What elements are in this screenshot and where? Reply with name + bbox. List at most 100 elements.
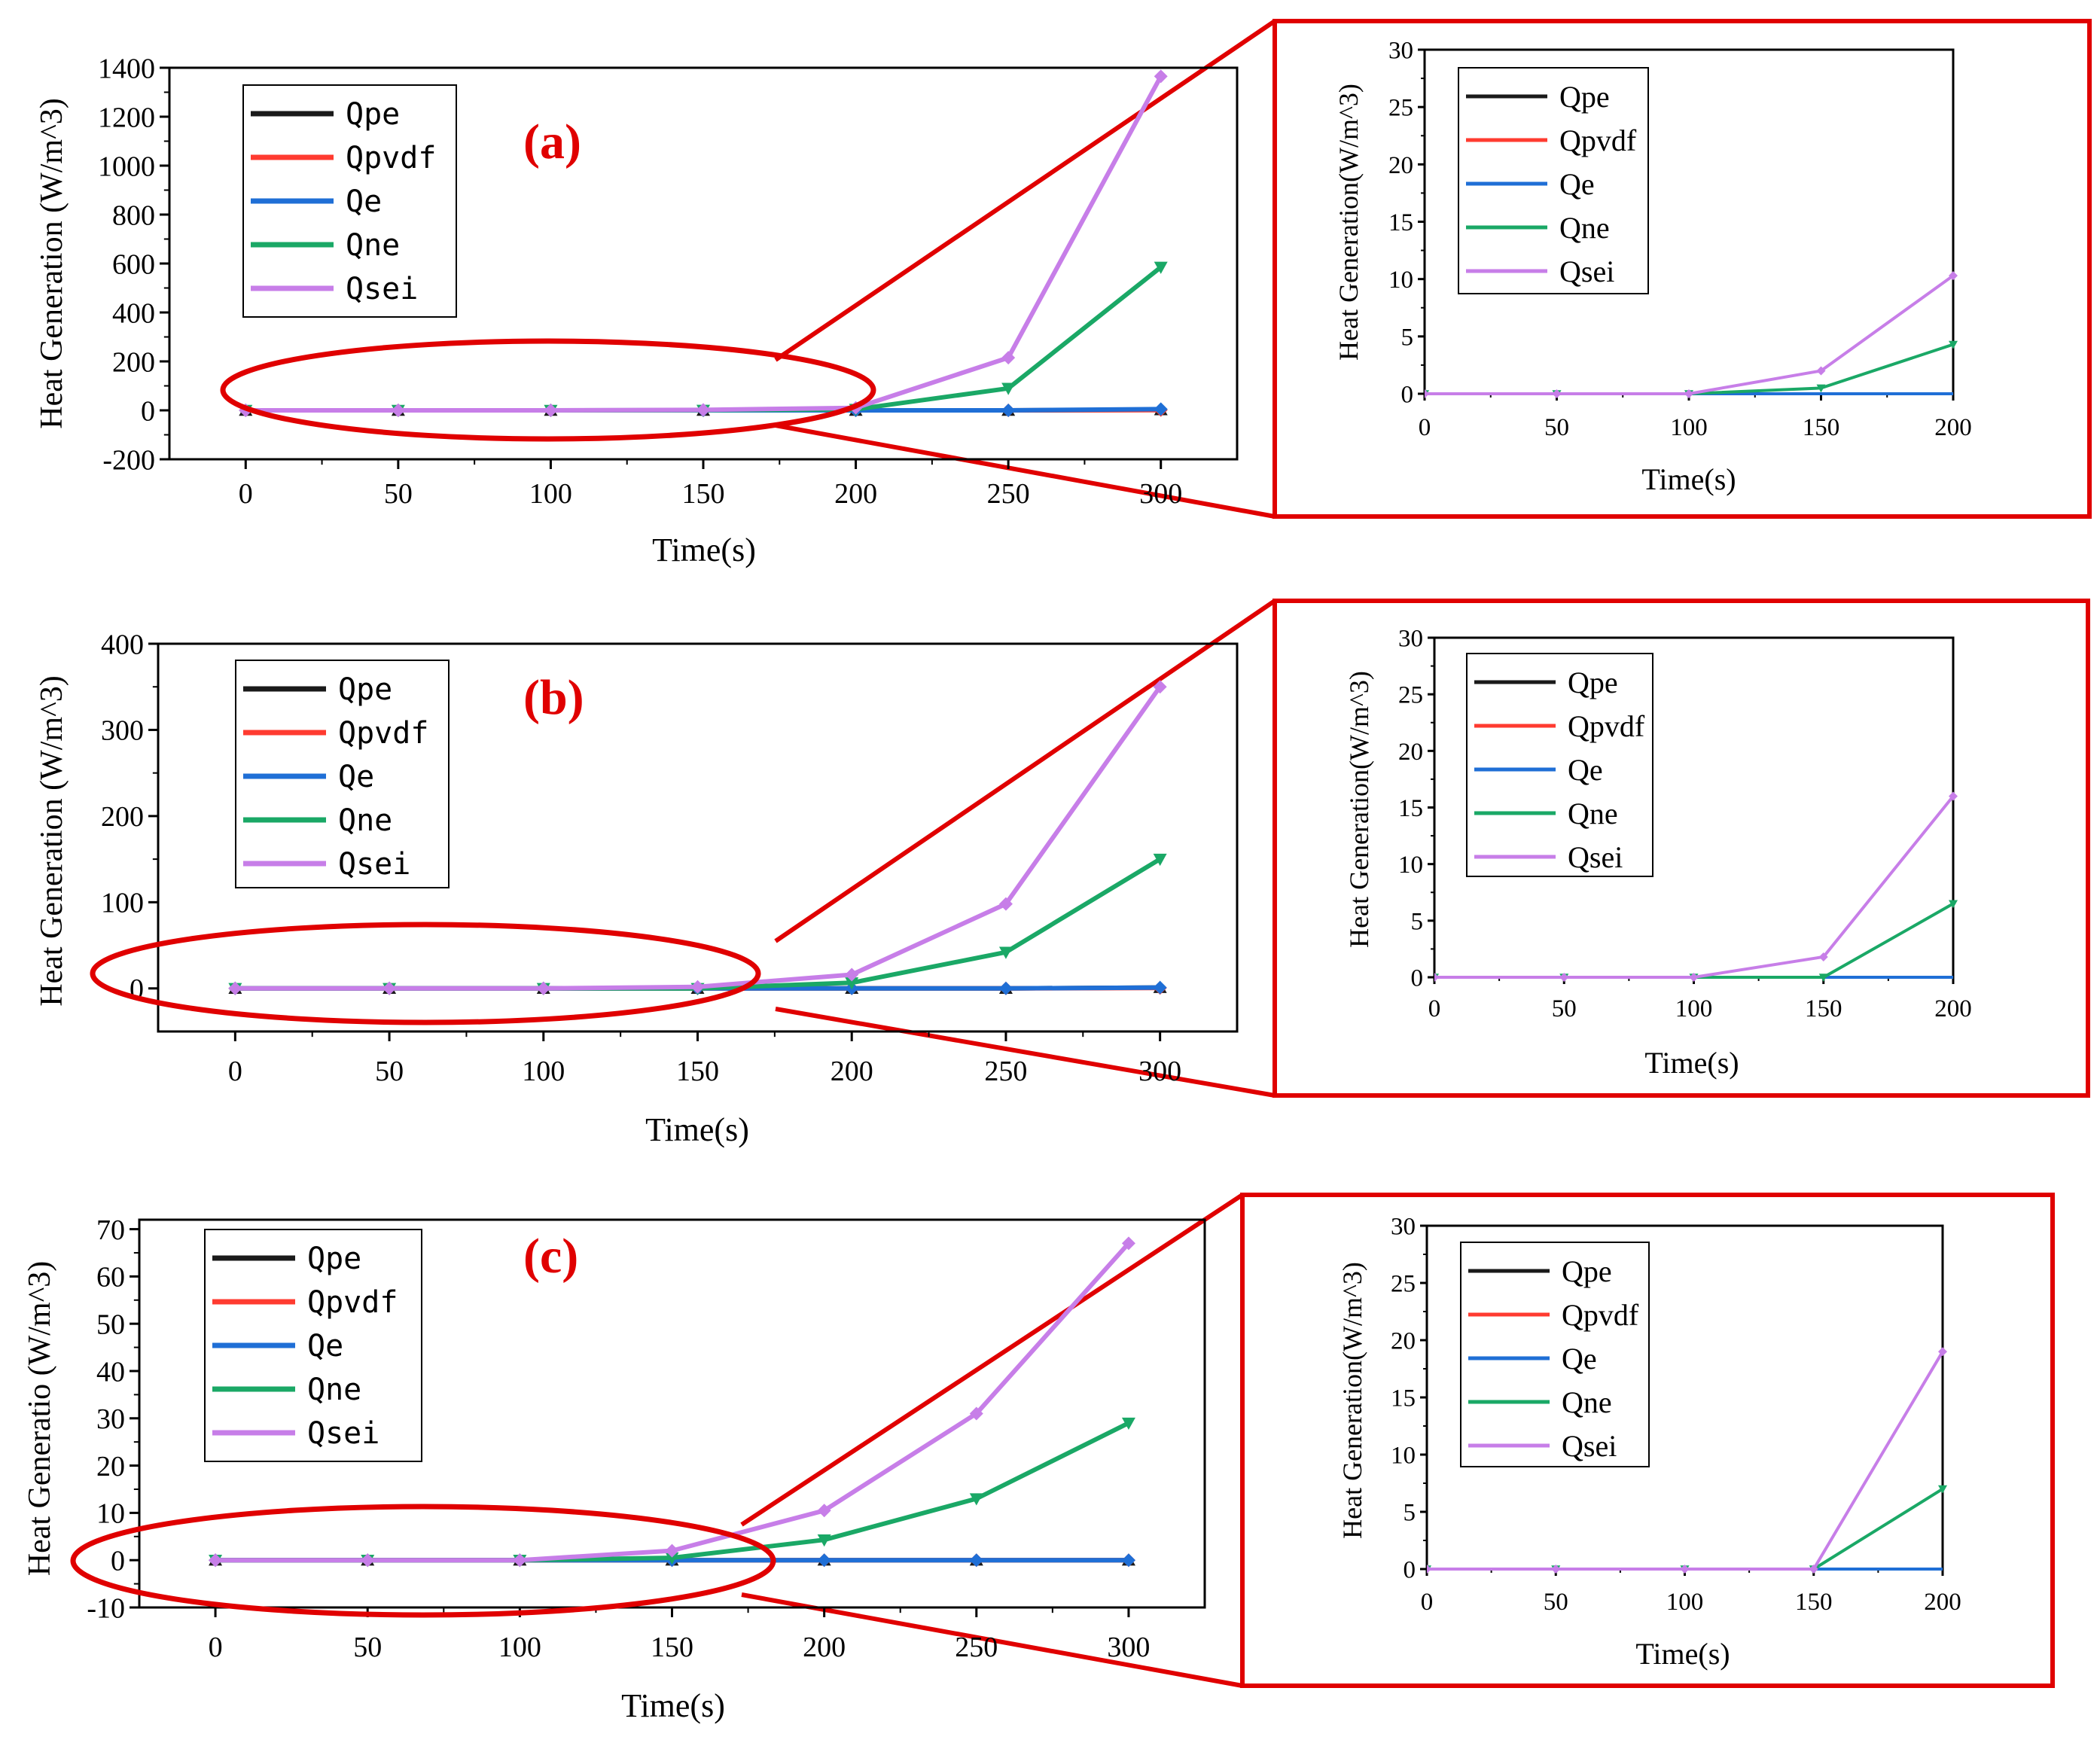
x-tick-label: 200 bbox=[834, 478, 877, 510]
x-tick-label: 300 bbox=[1107, 1632, 1150, 1663]
data-point-qsei bbox=[1001, 351, 1016, 365]
y-tick-label: 200 bbox=[112, 346, 155, 378]
legend-label-qsei: Qsei bbox=[346, 272, 418, 306]
x-tick-label: 0 bbox=[228, 1056, 242, 1087]
x-tick-label: 50 bbox=[1544, 1589, 1568, 1616]
data-point-qne bbox=[1154, 261, 1168, 274]
legend-label-qpe: Qpe bbox=[346, 97, 400, 132]
legend: Qpe Qpvdf Qe Qne Qsei bbox=[1466, 653, 1653, 877]
y-tick-label: 400 bbox=[101, 629, 144, 660]
legend-label-qpvdf: Qpvdf bbox=[1559, 123, 1637, 157]
zoom-ellipse-2 bbox=[70, 1504, 776, 1618]
x-tick-label: 150 bbox=[1805, 995, 1842, 1022]
legend-label-qpvdf: Qpvdf bbox=[346, 141, 436, 175]
y-tick-label: -10 bbox=[87, 1592, 125, 1624]
legend-label-qe: Qe bbox=[307, 1329, 343, 1364]
data-point-qsei bbox=[696, 403, 710, 417]
series-line-qne bbox=[1427, 1487, 1944, 1571]
y-axis-title: Heat Generation(W/m^3) bbox=[1333, 84, 1364, 361]
chart-a-main: -200 0 200 400 600 800 1000 1200 1400 0 50 100 150 20… bbox=[35, 53, 1239, 568]
data-point-qsei bbox=[1551, 1565, 1561, 1574]
x-tick-label: 50 bbox=[1552, 995, 1577, 1022]
series-line-qne bbox=[1434, 902, 1954, 979]
data-point-qsei bbox=[690, 980, 705, 994]
x-tick-label: 50 bbox=[353, 1632, 382, 1663]
y-tick-label: 0 bbox=[1401, 382, 1414, 409]
series-layer bbox=[228, 680, 1167, 995]
data-point-qsei bbox=[391, 404, 405, 417]
zoom-highlight-1 bbox=[774, 599, 2090, 1098]
panel-label: (b) bbox=[523, 670, 584, 725]
zoom-connector-line bbox=[775, 423, 1276, 519]
data-point-qsei bbox=[1552, 389, 1562, 398]
chart-b-inset: 0 5 10 15 20 25 30 0 50 100 150 200 Time(s) Heat Gene… bbox=[1344, 626, 1972, 1080]
y-axis-title: Heat Generatio (W/m^3) bbox=[23, 1261, 57, 1577]
y-tick-label: 60 bbox=[96, 1262, 125, 1293]
data-point-qe bbox=[1153, 980, 1167, 995]
y-tick-label: 5 bbox=[1411, 908, 1424, 935]
data-point-qe bbox=[1121, 1553, 1135, 1568]
panel-label: (a) bbox=[523, 114, 581, 169]
y-tick-label: 70 bbox=[96, 1214, 125, 1246]
legend-label-qne: Qne bbox=[338, 803, 392, 838]
y-tick-label: -200 bbox=[102, 444, 155, 476]
data-point-qsei bbox=[1427, 1565, 1431, 1574]
x-axis-title: Time(s) bbox=[645, 1111, 749, 1148]
data-point-qsei bbox=[228, 981, 242, 995]
y-tick-label: 20 bbox=[96, 1451, 125, 1482]
x-tick-label: 200 bbox=[1934, 414, 1972, 441]
data-point-qne bbox=[969, 1493, 983, 1506]
data-point-qsei bbox=[1121, 1236, 1135, 1251]
legend-label-qsei: Qsei bbox=[1559, 254, 1614, 288]
data-point-qsei bbox=[1949, 271, 1958, 281]
x-tick-label: 300 bbox=[1139, 478, 1182, 510]
legend-label-qe: Qe bbox=[346, 184, 382, 219]
y-tick-label: 1000 bbox=[98, 151, 155, 182]
legend-label-qsei: Qsei bbox=[307, 1416, 379, 1451]
x-tick-label: 200 bbox=[1934, 995, 1972, 1022]
data-point-qe bbox=[817, 1553, 831, 1568]
series-layer bbox=[239, 69, 1168, 417]
x-tick-label: 150 bbox=[676, 1056, 719, 1087]
y-tick-label: 30 bbox=[96, 1403, 125, 1435]
x-tick-label: 200 bbox=[803, 1632, 846, 1663]
y-tick-label: 0 bbox=[141, 395, 155, 427]
y-tick-label: 20 bbox=[1388, 152, 1413, 179]
zoom-ellipse-0 bbox=[220, 338, 876, 442]
legend-label-qpvdf: Qpvdf bbox=[338, 716, 428, 751]
y-tick-label: 10 bbox=[1388, 267, 1413, 294]
x-tick-label: 250 bbox=[984, 1056, 1027, 1087]
y-tick-label: 300 bbox=[101, 715, 144, 747]
x-tick-label: 100 bbox=[522, 1056, 565, 1087]
legend-label-qpe: Qpe bbox=[1568, 666, 1618, 699]
inset-frame bbox=[1272, 19, 2092, 519]
legend-label-qpe: Qpe bbox=[338, 672, 392, 707]
x-tick-label: 150 bbox=[682, 478, 725, 510]
x-tick-label: 150 bbox=[1803, 414, 1840, 441]
x-tick-label: 0 bbox=[1428, 995, 1441, 1022]
data-point-qsei bbox=[1425, 389, 1429, 398]
x-tick-label: 150 bbox=[651, 1632, 693, 1663]
data-point-qsei bbox=[1949, 791, 1958, 801]
data-point-qsei bbox=[845, 967, 859, 982]
x-axis-title: Time(s) bbox=[1635, 1637, 1730, 1671]
x-tick-label: 200 bbox=[1924, 1589, 1961, 1616]
y-tick-label: 10 bbox=[1398, 852, 1423, 879]
data-point-qne bbox=[1153, 853, 1167, 867]
zoom-ellipse-1 bbox=[90, 922, 761, 1025]
legend-label-qsei: Qsei bbox=[338, 847, 410, 882]
data-point-qsei bbox=[969, 1406, 983, 1421]
data-point-qne bbox=[1816, 384, 1826, 393]
y-tick-label: 400 bbox=[112, 297, 155, 329]
x-tick-label: 50 bbox=[1544, 414, 1569, 441]
legend: Qpe Qpvdf Qe Qne Qsei bbox=[1458, 67, 1649, 294]
legend-label-qne: Qne bbox=[346, 228, 400, 263]
data-point-qne bbox=[998, 946, 1013, 959]
x-tick-label: 300 bbox=[1138, 1056, 1181, 1087]
y-tick-label: 0 bbox=[1404, 1557, 1416, 1584]
x-tick-label: 100 bbox=[1675, 995, 1713, 1022]
x-tick-label: 100 bbox=[1666, 1589, 1704, 1616]
data-point-qsei bbox=[1559, 973, 1569, 982]
